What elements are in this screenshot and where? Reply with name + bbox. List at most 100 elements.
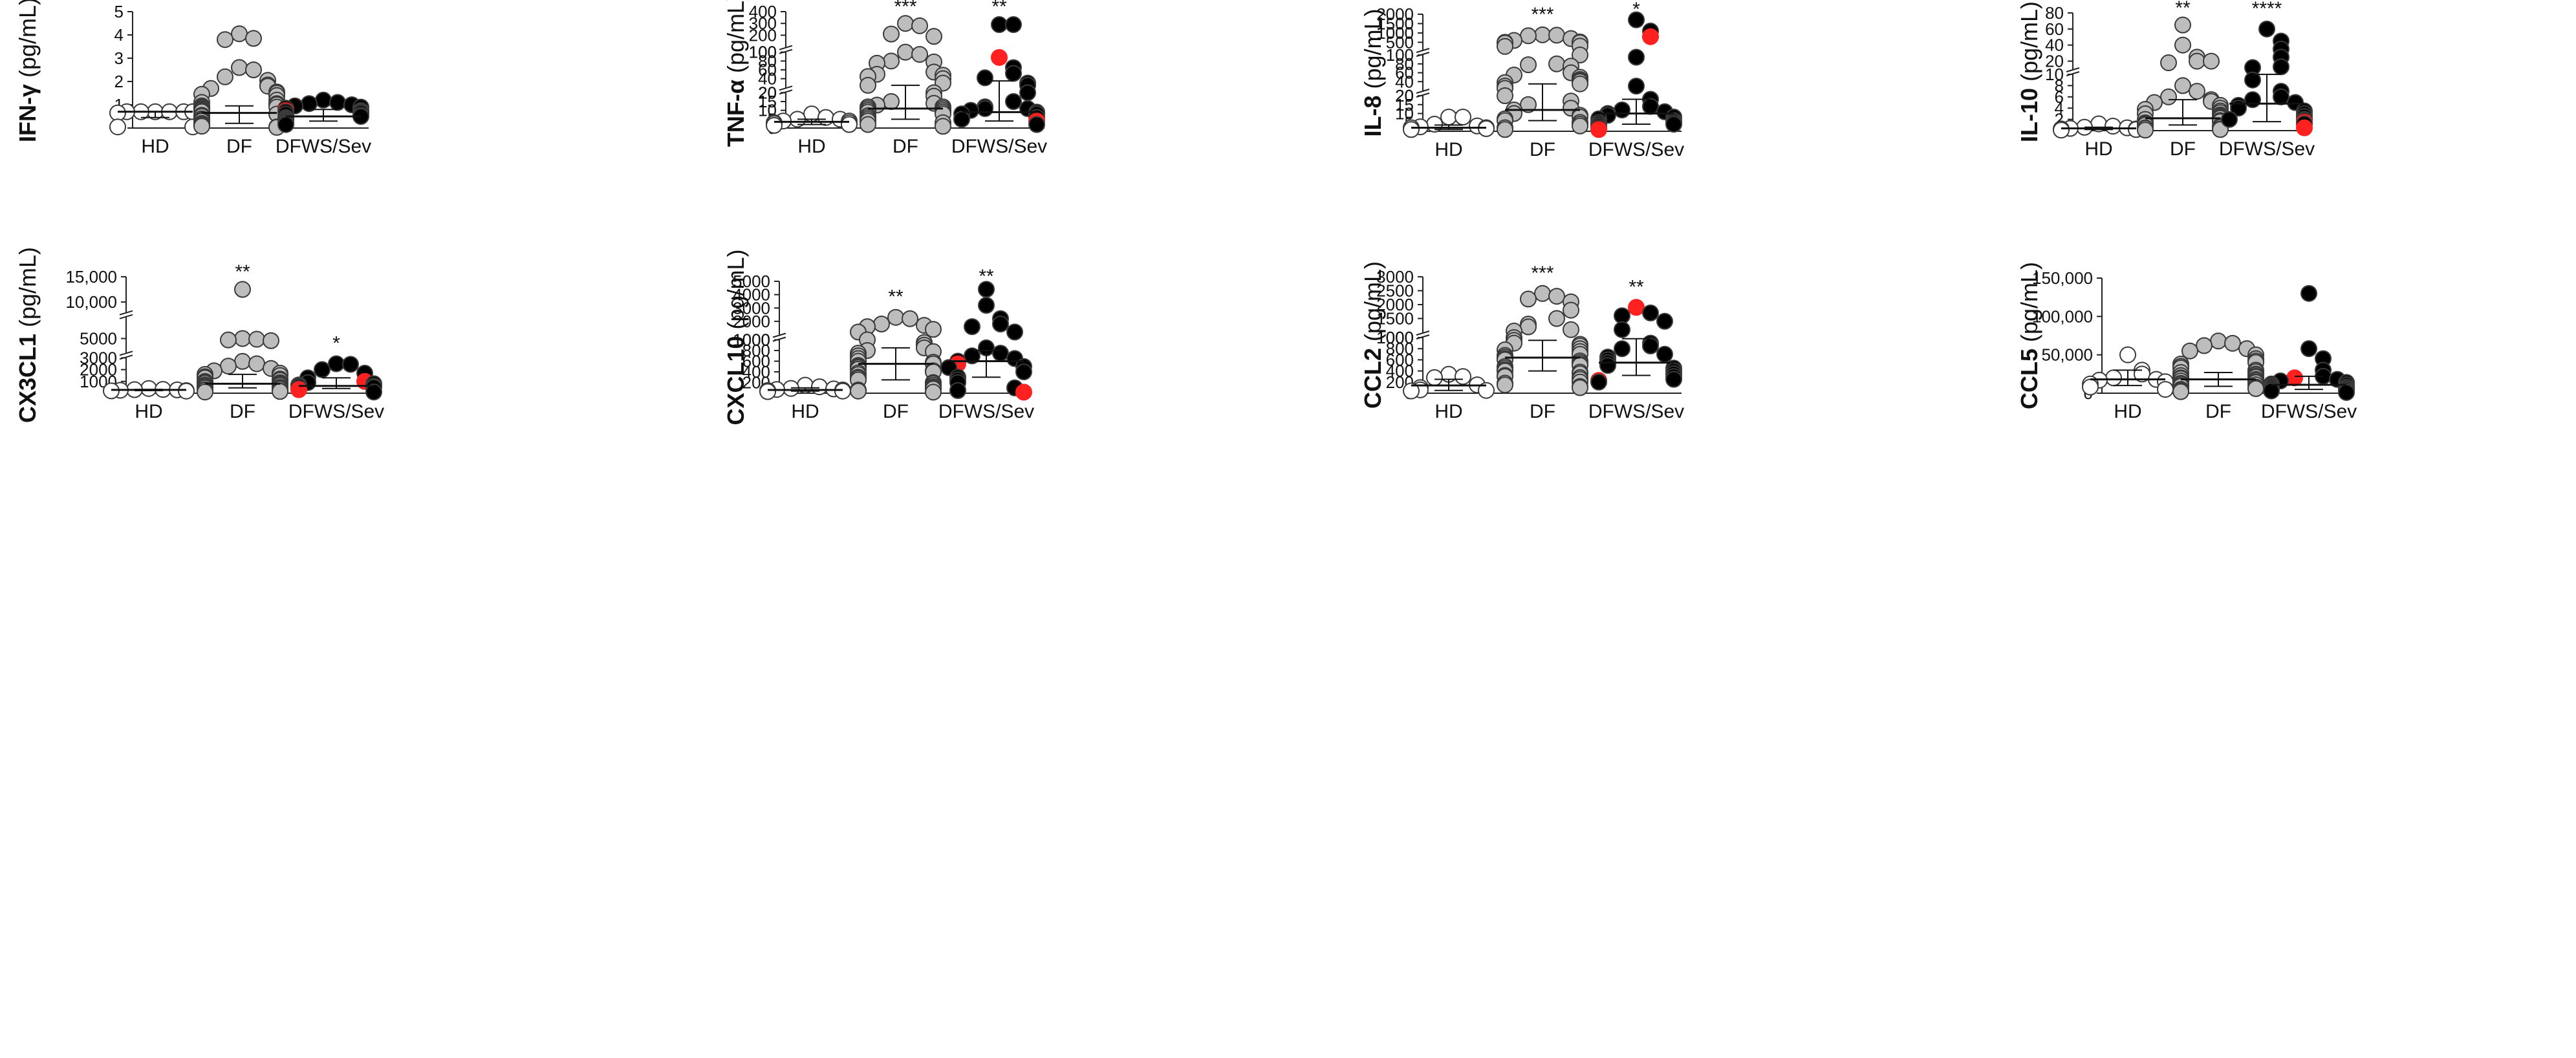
y-tick-label: 5000	[733, 272, 770, 291]
data-point-hd	[834, 382, 851, 400]
data-point-df	[2160, 88, 2177, 105]
axis-break-mark	[779, 85, 793, 91]
data-point-dfwssev	[1628, 49, 1645, 66]
data-point-df	[883, 25, 900, 43]
significance-marker: **	[1629, 276, 1644, 297]
data-point-df	[272, 383, 288, 400]
axis-break-mark	[779, 45, 793, 50]
data-point-df	[925, 321, 942, 338]
significance-marker: #	[2262, 0, 2273, 1]
data-point-df	[2224, 334, 2241, 352]
y-tick-label: 4000	[733, 285, 770, 305]
data-point-df	[1497, 121, 1513, 138]
significance-marker: ****	[2252, 0, 2282, 19]
data-point-dfwssev	[328, 355, 345, 372]
y-tick-label: 20	[2045, 52, 2064, 71]
data-point-df	[1534, 26, 1551, 43]
y-tick-label: 60	[758, 60, 777, 80]
y-tick-label: 2500	[1376, 281, 1414, 301]
data-point-dfwssev	[992, 316, 1009, 332]
y-axis-label-marker: IL-8	[1359, 89, 1386, 137]
y-axis-label-marker: IL-10	[2016, 81, 2042, 142]
data-point-dfwssev	[1656, 345, 1673, 363]
category-label: DFWS/Sev	[2219, 138, 2315, 160]
y-tick-label: 100	[1386, 45, 1414, 65]
data-point-df	[850, 382, 867, 400]
y-axis-label-marker: CCL5	[2016, 342, 2042, 409]
data-point-dfwssev	[1614, 102, 1630, 118]
axis-break-mark	[119, 310, 133, 316]
y-tick-label: 15,000	[65, 267, 117, 286]
chart-panel-2: 0510152020406080100100200300400TNF-α (pg…	[722, 0, 1047, 157]
category-label: HD	[1434, 139, 1462, 160]
y-axis-label-unit: (pg/mL)	[2016, 1, 2042, 81]
data-point-df	[2181, 342, 2198, 360]
data-point-df	[1548, 310, 1565, 327]
data-point-dfwssev	[964, 318, 980, 336]
category-label: DF	[893, 136, 918, 157]
y-axis-label: CCL5 (pg/mL)	[2016, 262, 2042, 409]
y-axis-label-marker: CCL2	[1359, 341, 1386, 409]
data-point-df	[217, 68, 233, 85]
data-point-hd	[2157, 381, 2174, 398]
data-point-df	[897, 43, 914, 61]
data-point-dfwssev	[2300, 340, 2317, 358]
data-point-df	[883, 52, 900, 70]
category-label: DFWS/Sev	[2261, 401, 2357, 422]
data-point-df	[935, 118, 951, 135]
data-point-df	[925, 383, 942, 401]
axis-break-mark	[1416, 330, 1430, 336]
data-point-hd	[1455, 109, 1471, 125]
y-tick-label: 400	[742, 362, 770, 382]
data-point-hd	[1426, 369, 1443, 386]
data-point-df	[911, 17, 928, 34]
data-point-df	[2247, 380, 2264, 397]
y-tick-label: 800	[742, 341, 770, 360]
significance-marker: **	[888, 286, 904, 308]
data-point-dfwssev	[2338, 383, 2355, 401]
data-point-hd	[817, 109, 834, 126]
data-point-df	[1548, 55, 1565, 72]
highlighted-point	[991, 49, 1008, 66]
data-point-hd	[1478, 382, 1495, 399]
data-point-dfwssev	[2244, 71, 2261, 89]
category-label: DFWS/Sev	[1588, 139, 1684, 160]
y-tick-label: 80	[758, 51, 777, 70]
y-tick-label: 1000	[733, 330, 770, 350]
data-point-df	[1520, 290, 1537, 308]
y-tick-label: 150,000	[2032, 268, 2093, 288]
data-point-dfwssev	[1665, 371, 1682, 388]
data-point-df	[1572, 75, 1588, 92]
y-tick-label: 40	[758, 69, 777, 89]
axis-break-mark	[1416, 89, 1430, 94]
y-tick-label: 400	[1386, 362, 1414, 381]
category-label: HD	[2084, 138, 2112, 160]
y-tick-label: 10	[2045, 65, 2064, 84]
data-point-hd	[811, 378, 828, 396]
y-axis-label: IFN-γ (pg/mL)	[14, 0, 41, 142]
data-point-df	[2174, 77, 2191, 94]
y-tick-label: 1500	[1376, 14, 1414, 33]
data-point-df	[1563, 321, 1579, 338]
data-point-hd	[109, 104, 126, 122]
data-point-df	[1520, 27, 1537, 45]
data-point-hd	[2105, 369, 2122, 387]
significance-marker: *	[332, 332, 340, 354]
data-point-hd	[841, 116, 858, 133]
data-point-hd	[1403, 121, 1420, 138]
y-tick-label: 200	[749, 25, 777, 45]
data-point-df	[2137, 122, 2154, 139]
category-label: DF	[1530, 139, 1555, 160]
y-axis-label: CCL2 (pg/mL)	[1359, 261, 1386, 409]
category-label: DF	[230, 401, 255, 422]
category-label: DFWS/Sev	[1588, 401, 1684, 422]
data-point-df	[234, 352, 251, 370]
data-point-df	[231, 59, 248, 76]
y-tick-label: 15	[758, 92, 777, 111]
y-tick-label: 60	[1395, 63, 1414, 83]
data-point-df	[217, 31, 233, 49]
category-label: DFWS/Sev	[276, 136, 371, 157]
data-point-dfwssev	[329, 94, 346, 111]
